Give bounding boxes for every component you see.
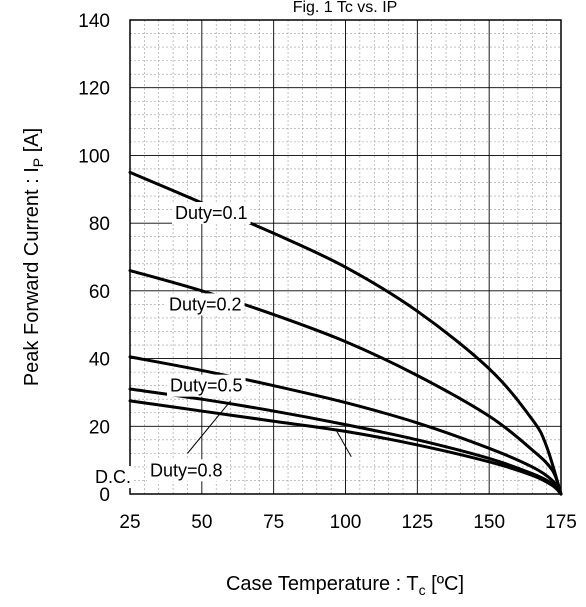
- label-leader-line: [187, 400, 231, 454]
- series-label: Duty=0.2: [169, 294, 242, 314]
- series-line: [128, 355, 563, 496]
- series-label-bg: [147, 459, 226, 482]
- x-tick-labels: 25 50 75 100 125 150 175: [119, 512, 576, 533]
- series-label-bg: [166, 293, 245, 316]
- minor-grid: [130, 20, 561, 494]
- y-tick-label: 40: [89, 350, 110, 371]
- series-label: D.C.: [95, 467, 131, 487]
- series-label: Duty=0.8: [150, 460, 223, 480]
- series-label: Duty=0.5: [170, 376, 243, 396]
- chart-title: Fig. 1 Tc vs. IP: [293, 0, 398, 16]
- y-axis-title-sub: P: [30, 158, 46, 167]
- x-axis-title-tail: [ºC]: [426, 573, 464, 595]
- label-leaders: [187, 400, 352, 458]
- series-label-bg: [172, 201, 251, 224]
- series-line: [128, 399, 563, 496]
- series-label-bg: [92, 466, 134, 489]
- x-tick-label: 125: [401, 512, 433, 533]
- series-labels: Duty=0.1 Duty=0.2 Duty=0.5 Duty=0.8 D.C.: [92, 201, 251, 489]
- x-tick-label: 100: [330, 512, 362, 533]
- x-axis-title-text: Case Temperature : T: [226, 573, 419, 595]
- y-axis-title-tail: [A]: [21, 128, 43, 158]
- plot-frame: [129, 19, 562, 495]
- series-label-bg: [167, 374, 246, 397]
- x-tick-label: 75: [263, 512, 284, 533]
- x-tick-label: 50: [191, 512, 212, 533]
- y-axis-title: Peak Forward Current : IP [A]: [21, 128, 46, 386]
- y-tick-label: 80: [89, 214, 110, 235]
- y-tick-label: 120: [78, 79, 110, 100]
- x-axis-title: Case Temperature : Tc [ºC]: [226, 573, 464, 598]
- y-tick-label: 20: [89, 417, 110, 438]
- y-tick-label: 0: [99, 485, 110, 506]
- y-tick-labels: 0 20 40 60 80 100 120 140: [78, 11, 110, 506]
- x-tick-label: 150: [473, 512, 505, 533]
- y-tick-label: 140: [78, 11, 110, 32]
- label-leader-line: [336, 431, 352, 458]
- x-tick-label: 175: [545, 512, 577, 533]
- x-tick-label: 25: [119, 512, 140, 533]
- y-tick-label: 60: [89, 282, 110, 303]
- y-tick-label: 100: [78, 146, 110, 167]
- series-line: [128, 387, 563, 496]
- y-axis-title-text: Peak Forward Current : I: [21, 167, 43, 386]
- series-label: Duty=0.1: [175, 203, 248, 223]
- major-grid: [129, 19, 562, 495]
- x-axis-title-sub: c: [419, 582, 426, 598]
